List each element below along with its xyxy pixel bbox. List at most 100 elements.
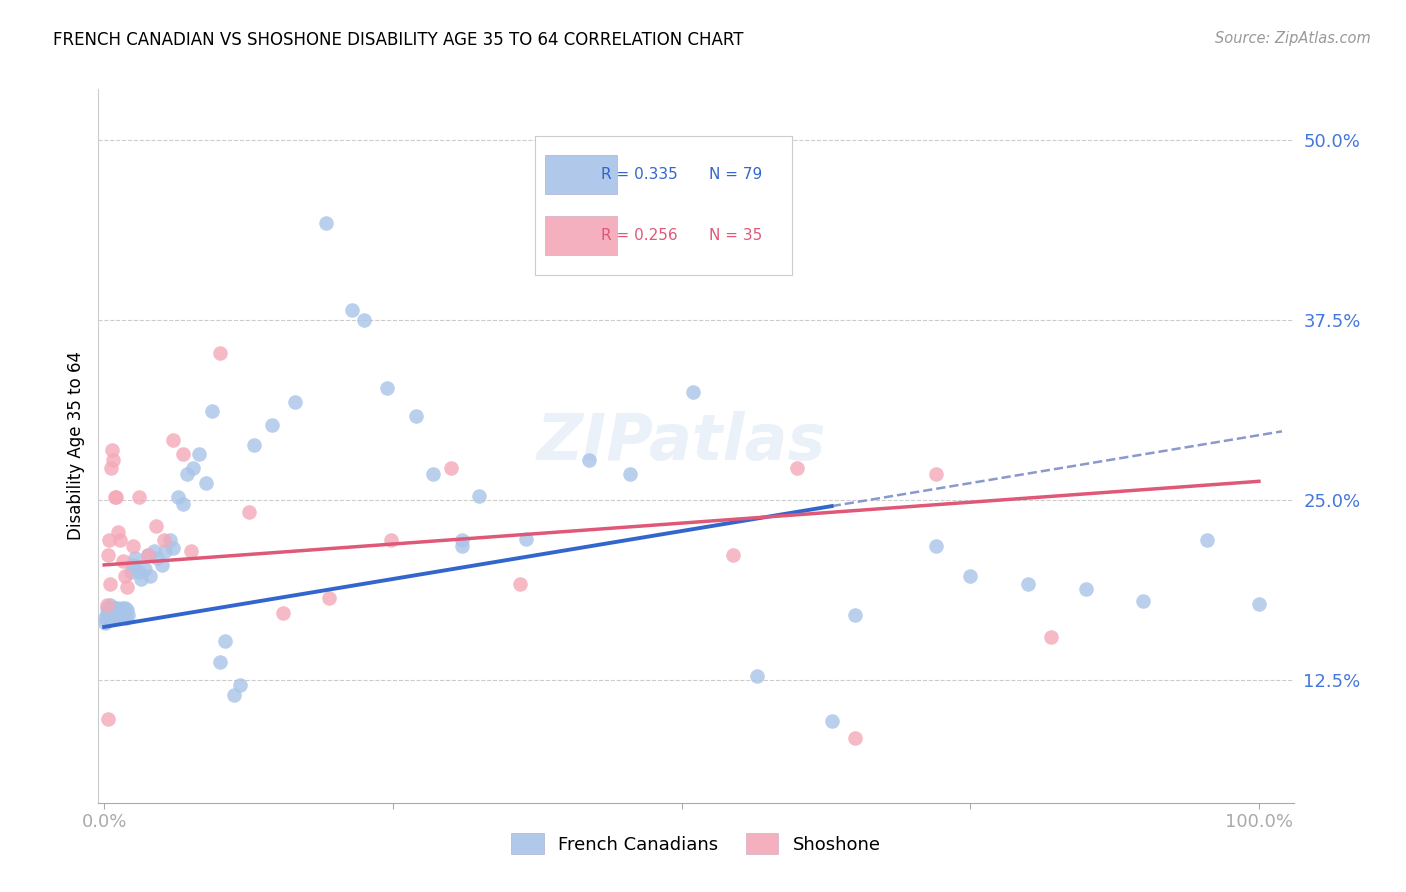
- Point: [117, 580, 139, 594]
- Point: [96, 599, 118, 613]
- Point: [353, 313, 375, 327]
- Point: [924, 467, 946, 482]
- Point: [509, 576, 531, 591]
- Point: [682, 384, 704, 399]
- Point: [271, 606, 294, 620]
- Point: [342, 302, 364, 317]
- Point: [117, 602, 139, 616]
- Point: [405, 409, 427, 424]
- Point: [162, 433, 184, 447]
- Point: [108, 602, 131, 616]
- Point: [105, 601, 128, 615]
- Point: [1195, 533, 1218, 548]
- Point: [723, 548, 745, 562]
- Point: [96, 608, 118, 623]
- Point: [107, 608, 129, 623]
- Text: ZIPatlas: ZIPatlas: [537, 411, 827, 474]
- Point: [103, 452, 125, 467]
- Point: [111, 608, 134, 623]
- Point: [208, 655, 231, 669]
- Point: [194, 475, 217, 490]
- Point: [375, 381, 398, 395]
- Point: [153, 533, 176, 548]
- Point: [136, 548, 159, 562]
- Point: [110, 608, 132, 623]
- Point: [101, 601, 124, 615]
- Point: [959, 569, 981, 583]
- Point: [98, 606, 121, 620]
- Point: [150, 558, 173, 572]
- Point: [222, 688, 245, 702]
- Point: [284, 395, 307, 409]
- Point: [167, 490, 190, 504]
- Point: [515, 532, 537, 546]
- Point: [101, 608, 124, 623]
- Point: [214, 634, 236, 648]
- Point: [115, 611, 138, 625]
- Y-axis label: Disability Age 35 to 64: Disability Age 35 to 64: [66, 351, 84, 541]
- Point: [98, 576, 121, 591]
- Point: [745, 669, 768, 683]
- Point: [451, 539, 474, 553]
- Point: [128, 490, 150, 504]
- Point: [103, 611, 125, 625]
- Point: [103, 601, 125, 615]
- Point: [844, 731, 866, 745]
- Point: [114, 601, 136, 615]
- Point: [260, 418, 283, 433]
- Point: [820, 714, 842, 728]
- Point: [243, 438, 266, 452]
- Point: [1017, 576, 1039, 591]
- Point: [187, 447, 209, 461]
- Point: [97, 533, 120, 548]
- Point: [159, 533, 181, 548]
- Point: [114, 569, 136, 583]
- Point: [1040, 630, 1063, 644]
- Point: [120, 565, 142, 579]
- Point: [180, 543, 202, 558]
- Point: [238, 505, 260, 519]
- Point: [111, 553, 134, 567]
- Point: [786, 461, 808, 475]
- Point: [315, 216, 337, 230]
- Point: [422, 467, 444, 482]
- Point: [104, 606, 127, 620]
- Point: [139, 569, 162, 583]
- Point: [619, 467, 641, 482]
- Point: [104, 490, 127, 504]
- Point: [110, 533, 132, 548]
- Point: [97, 611, 120, 625]
- Point: [155, 543, 177, 558]
- Point: [100, 461, 122, 475]
- Point: [101, 442, 124, 457]
- Point: [97, 606, 120, 620]
- Point: [103, 490, 125, 504]
- Point: [97, 548, 120, 562]
- Point: [108, 611, 131, 625]
- Point: [162, 541, 184, 555]
- Point: [451, 533, 474, 548]
- Point: [128, 565, 150, 579]
- Point: [94, 611, 117, 625]
- Point: [380, 533, 402, 548]
- Point: [844, 608, 866, 623]
- Legend: French Canadians, Shoshone: French Canadians, Shoshone: [505, 826, 887, 862]
- Point: [924, 539, 946, 553]
- Text: Source: ZipAtlas.com: Source: ZipAtlas.com: [1215, 31, 1371, 46]
- Point: [142, 543, 165, 558]
- Point: [117, 608, 139, 623]
- Point: [208, 346, 231, 360]
- Point: [97, 712, 120, 726]
- Point: [145, 519, 167, 533]
- Point: [172, 497, 194, 511]
- Point: [122, 558, 145, 572]
- Point: [136, 548, 159, 562]
- Point: [229, 677, 252, 691]
- Point: [1247, 597, 1270, 611]
- Point: [176, 467, 198, 482]
- Point: [146, 550, 169, 565]
- Point: [104, 611, 127, 625]
- Point: [578, 452, 600, 467]
- Point: [181, 461, 204, 475]
- Point: [129, 572, 152, 586]
